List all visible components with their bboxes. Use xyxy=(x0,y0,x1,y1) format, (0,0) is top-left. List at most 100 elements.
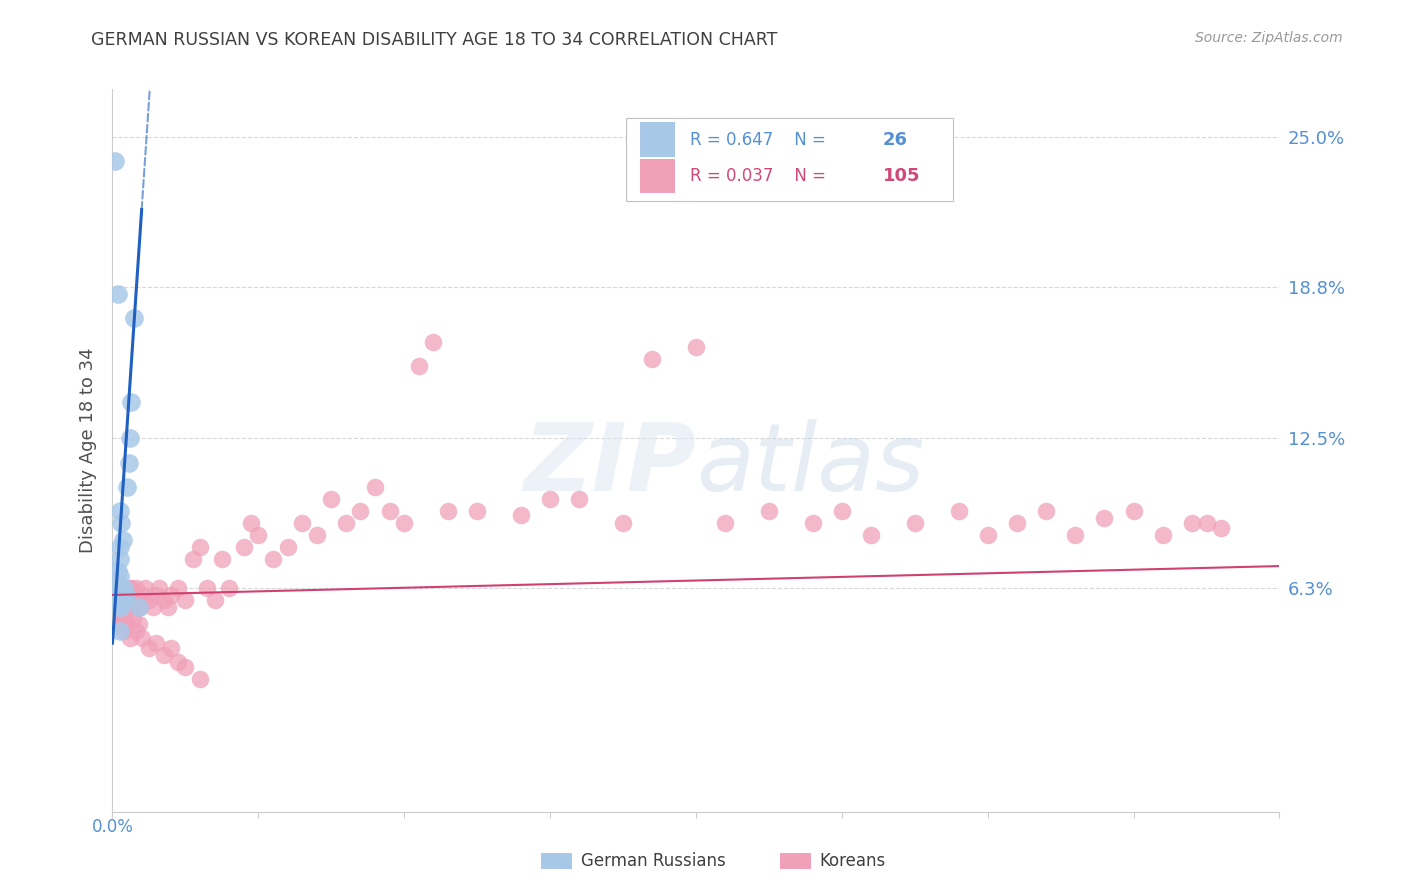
Point xyxy=(1035,503,1057,517)
Point xyxy=(117,581,139,595)
Point xyxy=(107,287,129,301)
Point xyxy=(105,592,128,607)
Text: 26: 26 xyxy=(883,131,908,149)
Point xyxy=(509,508,531,523)
Point xyxy=(568,491,591,506)
Text: 0.0%: 0.0% xyxy=(91,817,134,836)
Point xyxy=(110,592,132,607)
Point xyxy=(131,632,153,646)
Point xyxy=(114,612,136,626)
Point xyxy=(465,503,488,517)
Text: Koreans: Koreans xyxy=(820,852,886,870)
Text: ZIP: ZIP xyxy=(523,419,696,511)
Point xyxy=(110,616,132,631)
Point xyxy=(801,516,824,530)
Point xyxy=(115,599,138,614)
Point xyxy=(127,599,149,614)
Text: R = 0.647    N =: R = 0.647 N = xyxy=(690,131,831,149)
Point xyxy=(1122,503,1144,517)
Point xyxy=(124,592,146,607)
Point xyxy=(125,624,148,639)
Point xyxy=(321,491,343,506)
Point xyxy=(142,599,165,614)
Point xyxy=(122,612,145,626)
Point xyxy=(305,528,328,542)
Point xyxy=(118,432,141,446)
Point xyxy=(218,581,240,595)
Point xyxy=(948,503,970,517)
Point xyxy=(111,533,134,547)
Point xyxy=(108,503,131,517)
Point xyxy=(188,673,211,687)
Point xyxy=(112,581,135,595)
FancyBboxPatch shape xyxy=(640,159,675,194)
Point xyxy=(714,516,737,530)
Point xyxy=(612,516,634,530)
Point xyxy=(247,528,270,542)
Point xyxy=(188,540,211,554)
Point xyxy=(152,648,174,662)
Point xyxy=(538,491,561,506)
Point xyxy=(128,592,150,607)
Text: R = 0.037    N =: R = 0.037 N = xyxy=(690,167,831,185)
Point xyxy=(174,592,197,607)
Point xyxy=(108,624,131,639)
Point xyxy=(408,359,430,373)
Point xyxy=(148,581,170,595)
Point xyxy=(335,516,357,530)
Point xyxy=(240,516,263,530)
Point xyxy=(120,592,142,607)
Point xyxy=(422,334,444,349)
Point xyxy=(1094,511,1116,525)
Point xyxy=(111,599,134,614)
Point xyxy=(128,599,150,614)
Point xyxy=(105,612,128,626)
Point xyxy=(1064,528,1087,542)
Point xyxy=(156,599,179,614)
Point xyxy=(117,592,139,607)
Point xyxy=(107,599,129,614)
Point xyxy=(1209,520,1232,534)
Point xyxy=(232,540,254,554)
Text: atlas: atlas xyxy=(696,419,924,510)
Point xyxy=(364,480,387,494)
Point xyxy=(114,588,136,602)
Point xyxy=(118,632,141,646)
Point xyxy=(1181,516,1204,530)
Point xyxy=(105,581,128,595)
Point xyxy=(111,607,134,622)
Point xyxy=(108,592,131,607)
Point xyxy=(195,581,218,595)
Point xyxy=(108,588,131,602)
Point xyxy=(111,588,134,602)
Point xyxy=(118,599,141,614)
Point xyxy=(204,592,226,607)
Text: Source: ZipAtlas.com: Source: ZipAtlas.com xyxy=(1195,31,1343,45)
Point xyxy=(110,581,132,595)
Point xyxy=(211,551,233,566)
Point xyxy=(134,581,156,595)
Point xyxy=(115,480,138,494)
Y-axis label: Disability Age 18 to 34: Disability Age 18 to 34 xyxy=(79,348,97,553)
Point xyxy=(112,592,135,607)
Point xyxy=(276,540,298,554)
Point xyxy=(104,154,127,169)
Point xyxy=(107,576,129,591)
Point xyxy=(111,592,134,607)
Point xyxy=(349,503,371,517)
Point xyxy=(112,581,135,595)
Point xyxy=(108,568,131,582)
Point xyxy=(118,588,141,602)
Point xyxy=(120,581,142,595)
Point xyxy=(124,588,146,602)
Point xyxy=(112,599,135,614)
Point xyxy=(181,551,204,566)
Point xyxy=(378,503,401,517)
Point xyxy=(117,455,139,469)
Point xyxy=(437,503,460,517)
Text: 105: 105 xyxy=(883,167,920,185)
Point xyxy=(108,588,131,602)
Point xyxy=(120,395,142,409)
Point xyxy=(108,551,131,566)
Point xyxy=(107,599,129,614)
